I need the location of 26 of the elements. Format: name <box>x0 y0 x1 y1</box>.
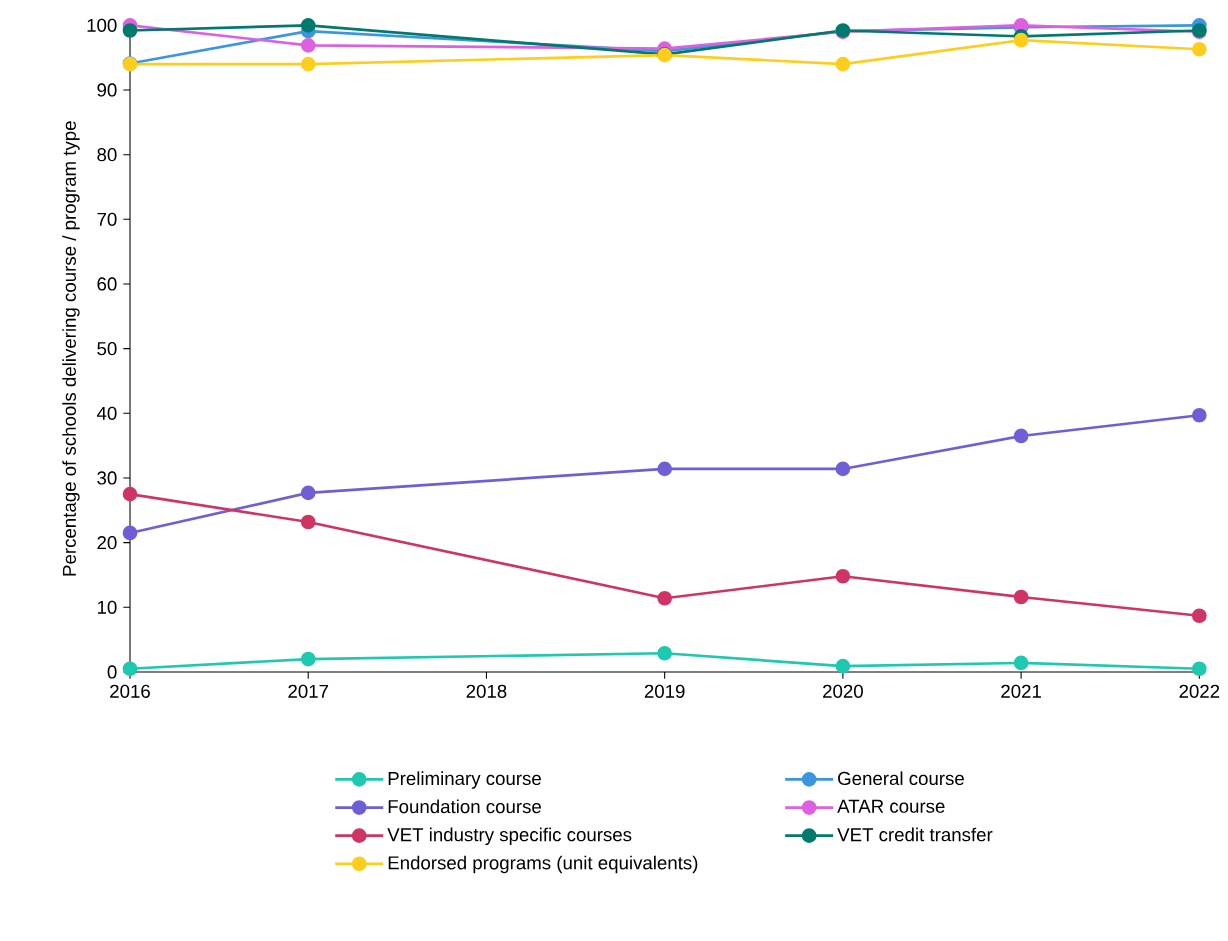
legend-label: General course <box>838 771 964 786</box>
legend-label: VET credit transfer <box>837 827 993 842</box>
y-tick-label: 60 <box>97 277 117 291</box>
x-tick-label: 2022 <box>1179 684 1220 698</box>
y-tick-label: 20 <box>97 536 117 550</box>
x-tick-label: 2021 <box>1001 684 1041 698</box>
y-axis-title: Percentage of schools delivering course / program type <box>62 121 80 576</box>
legend-label: Preliminary course <box>388 771 541 789</box>
legend-label: Endorsed programs (unit equivalents) <box>388 855 698 874</box>
y-tick-label: 100 <box>87 18 117 32</box>
y-tick-label: 50 <box>97 342 117 356</box>
legend-label: ATAR course <box>837 799 945 813</box>
y-tick-label: 40 <box>96 406 117 420</box>
y-tick-label: 70 <box>97 212 117 226</box>
legend-label: VET industry specific courses <box>387 827 632 846</box>
y-tick-label: 30 <box>97 471 117 485</box>
x-tick-label: 2020 <box>823 684 863 698</box>
y-tick-label: 80 <box>97 148 117 162</box>
legend-label: Foundation course <box>388 799 541 814</box>
y-tick-label: 0 <box>107 665 117 679</box>
x-tick-label: 2019 <box>644 684 685 698</box>
x-tick-label: 2018 <box>466 684 507 698</box>
x-tick-label: 2016 <box>110 684 150 698</box>
y-tick-label: 90 <box>97 83 117 97</box>
y-tick-label: 10 <box>97 600 117 614</box>
x-tick-label: 2017 <box>288 684 329 698</box>
